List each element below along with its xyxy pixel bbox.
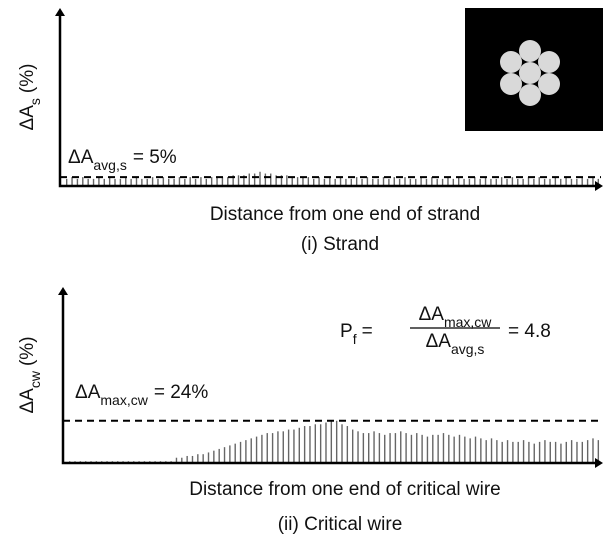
text-part: ΔA (17, 105, 38, 131)
text-part: = 24% (154, 382, 209, 403)
caption: (i) Strand (301, 234, 379, 255)
text-part: ΔA (68, 147, 94, 168)
subscript: max,cw (444, 314, 492, 330)
subscript: avg,s (93, 157, 126, 173)
subscript: avg,s (451, 341, 484, 357)
subscript: s (27, 98, 43, 105)
text-part: ΔA (419, 304, 445, 325)
axis-arrow (58, 287, 68, 295)
formula-lhs: Pf = (340, 321, 373, 347)
axes (63, 293, 597, 463)
axis-arrow (55, 8, 65, 16)
text-part: = 5% (133, 147, 177, 168)
x-axis-label: Distance from one end of strand (210, 204, 480, 225)
subscript: f (353, 331, 357, 347)
text-part: ΔA (17, 388, 38, 414)
x-axis-label: Distance from one end of critical wire (189, 479, 501, 500)
formula-result: = 4.8 (508, 321, 551, 342)
text-part: (%) (17, 64, 38, 94)
formula-denominator: ΔAavg,s (426, 331, 485, 357)
text-part: ΔA (75, 382, 101, 403)
y-axis-label: ΔAcw (%) (17, 336, 43, 413)
text-part: P (340, 321, 353, 342)
text-part: (%) (17, 336, 38, 366)
formula-numerator: ΔAmax,cw (419, 304, 493, 330)
y-axis-label: ΔAs (%) (17, 64, 43, 131)
text-part: ΔA (426, 331, 452, 352)
text-part: = (362, 321, 373, 342)
annotation: ΔAavg,s = 5% (68, 147, 177, 173)
subscript: cw (27, 370, 43, 388)
figure: ΔAs(%)Distance from one end of strand(i)… (0, 0, 603, 548)
annotation: ΔAmax,cw = 24% (75, 382, 208, 408)
caption: (ii) Critical wire (278, 514, 403, 535)
subscript: max,cw (100, 392, 148, 408)
